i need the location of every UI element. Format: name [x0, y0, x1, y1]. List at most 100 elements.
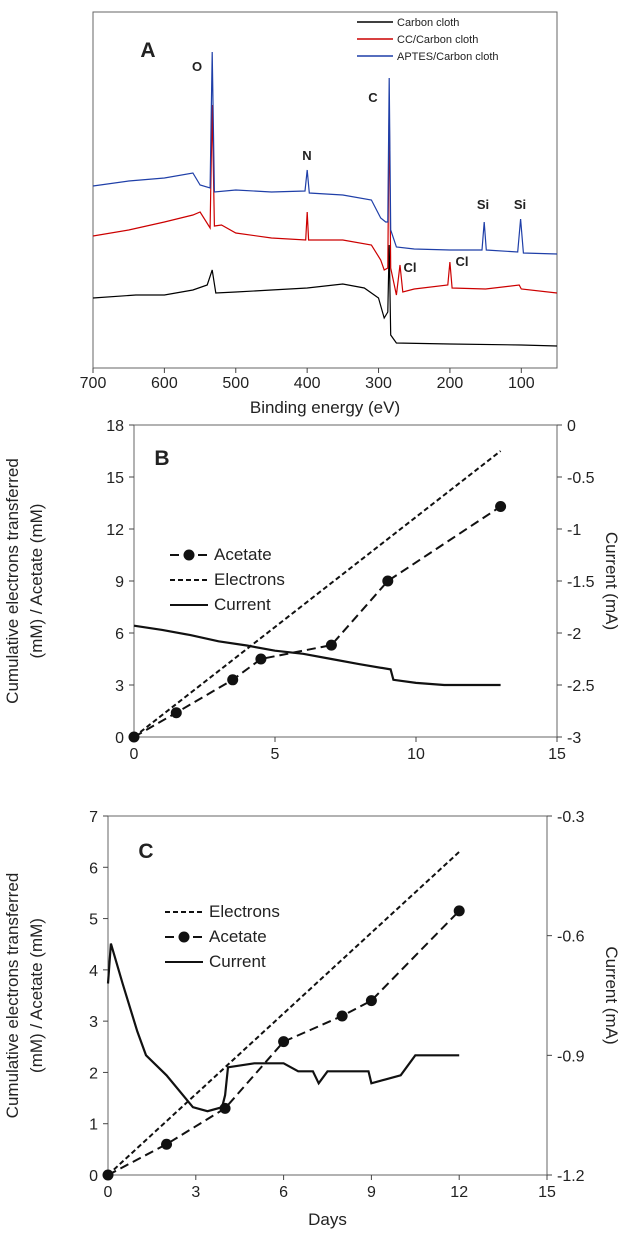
y-tick-label: 12 — [106, 522, 124, 539]
panel-c-series — [102, 851, 465, 1181]
panel-a-plot-frame — [92, 11, 558, 369]
peak-label: Cl — [404, 260, 417, 275]
acetate-point — [227, 674, 239, 686]
x-tick-label: 500 — [222, 375, 249, 392]
y-tick-label: 9 — [115, 574, 124, 591]
y2-tick-label: -0.6 — [557, 929, 585, 946]
legend-entry: CC/Carbon cloth — [397, 34, 478, 46]
x-tick-label: 12 — [450, 1184, 468, 1201]
acetate-point — [325, 639, 337, 651]
y2-axis-title: Current (mA) — [602, 532, 621, 630]
legend-entry: Acetate — [214, 545, 272, 564]
x-tick-label: 9 — [367, 1184, 376, 1201]
x-tick-label: 3 — [191, 1184, 200, 1201]
peak-label: O — [192, 59, 202, 74]
acetate-point — [161, 1138, 173, 1150]
y-tick-label: 1 — [89, 1117, 98, 1134]
y-tick-label: 15 — [106, 470, 124, 487]
y-axis-title: (mM) / Acetate (mM) — [27, 504, 46, 659]
panel-letter: C — [138, 840, 153, 863]
spectrum-line — [92, 244, 558, 347]
legend-marker — [178, 931, 190, 943]
x-tick-label: 600 — [151, 375, 178, 392]
x-tick-label: 10 — [407, 746, 425, 763]
legend-entry: Carbon cloth — [397, 17, 459, 29]
electrons-line — [133, 450, 502, 738]
current-line — [133, 624, 501, 687]
x-tick-label: 0 — [130, 746, 139, 763]
acetate-point — [495, 500, 507, 512]
y-tick-label: 7 — [89, 809, 98, 826]
y-tick-label: 2 — [89, 1065, 98, 1082]
acetate-point — [255, 653, 267, 665]
acetate-point — [453, 905, 465, 917]
panel-b-legend: Acetate Electrons Current — [170, 545, 285, 614]
peak-label: N — [302, 148, 311, 163]
y2-tick-label: 0 — [567, 418, 576, 435]
y-tick-label: 5 — [89, 912, 98, 929]
acetate-line — [133, 505, 502, 738]
panel-a-peak-annotations: O N C Si Si Cl Cl — [192, 59, 526, 275]
y-tick-label: 4 — [89, 963, 98, 980]
y2-tick-label: -0.5 — [567, 470, 595, 487]
legend-entry: Electrons — [209, 902, 280, 921]
y2-tick-label: -0.3 — [557, 809, 585, 826]
x-tick-label: 100 — [508, 375, 535, 392]
panel-a: 700 600 500 400 300 200 100 Carbon cloth CC/Car… — [80, 11, 558, 417]
panel-a-x-ticks: 700 600 500 400 300 200 100 — [80, 368, 535, 392]
legend-entry: Electrons — [214, 570, 285, 589]
y2-tick-label: -0.9 — [557, 1048, 585, 1065]
y-tick-label: 18 — [106, 418, 124, 435]
y2-tick-label: -1.2 — [557, 1168, 585, 1185]
electrons-line — [107, 851, 460, 1176]
peak-label: Cl — [456, 254, 469, 269]
panel-b: 0 5 10 15 0 3 6 9 12 15 18 -3 -2.5 -2 -1.5 -1 -0.5 0 Acet… — [3, 418, 621, 763]
y2-axis-title: Current (mA) — [602, 946, 621, 1044]
x-tick-label: 5 — [271, 746, 280, 763]
x-axis-title: Days — [308, 1210, 347, 1229]
y-axis-title: Cumulative electrons transferred — [3, 458, 22, 704]
y-tick-label: 3 — [115, 678, 124, 695]
acetate-point — [278, 1036, 290, 1048]
acetate-point — [365, 995, 377, 1007]
peak-label: Si — [514, 197, 526, 212]
acetate-point — [170, 707, 182, 719]
acetate-point — [382, 575, 394, 587]
y-tick-label: 0 — [115, 730, 124, 747]
acetate-point — [336, 1010, 348, 1022]
panel-letter: B — [154, 447, 169, 470]
legend-entry: Acetate — [209, 927, 267, 946]
legend-marker — [183, 549, 195, 561]
spectrum-line — [92, 51, 558, 255]
y-tick-label: 3 — [89, 1014, 98, 1031]
panel-c-plot-frame — [107, 815, 548, 1176]
y-axis-title: (mM) / Acetate (mM) — [27, 918, 46, 1073]
x-tick-label: 15 — [548, 746, 566, 763]
y-tick-label: 6 — [89, 860, 98, 877]
panel-c-legend: Electrons Acetate Current — [165, 902, 280, 971]
x-tick-label: 6 — [279, 1184, 288, 1201]
spectrum-line — [92, 104, 558, 296]
acetate-point — [102, 1169, 114, 1181]
panel-a-series — [92, 51, 558, 347]
legend-entry: Current — [209, 952, 266, 971]
legend-entry: APTES/Carbon cloth — [397, 51, 499, 63]
y2-tick-label: -3 — [567, 730, 581, 747]
x-tick-label: 700 — [80, 375, 107, 392]
panel-b-series — [128, 450, 507, 743]
x-tick-label: 400 — [294, 375, 321, 392]
x-tick-label: 15 — [538, 1184, 556, 1201]
x-tick-label: 0 — [104, 1184, 113, 1201]
x-axis-title: Binding energy (eV) — [250, 398, 400, 417]
x-tick-label: 300 — [365, 375, 392, 392]
current-line — [106, 943, 460, 1113]
x-tick-label: 200 — [437, 375, 464, 392]
y2-tick-label: -2 — [567, 626, 581, 643]
legend-entry: Current — [214, 595, 271, 614]
y-tick-label: 0 — [89, 1168, 98, 1185]
peak-label: Si — [477, 197, 489, 212]
y2-tick-label: -2.5 — [567, 678, 595, 695]
